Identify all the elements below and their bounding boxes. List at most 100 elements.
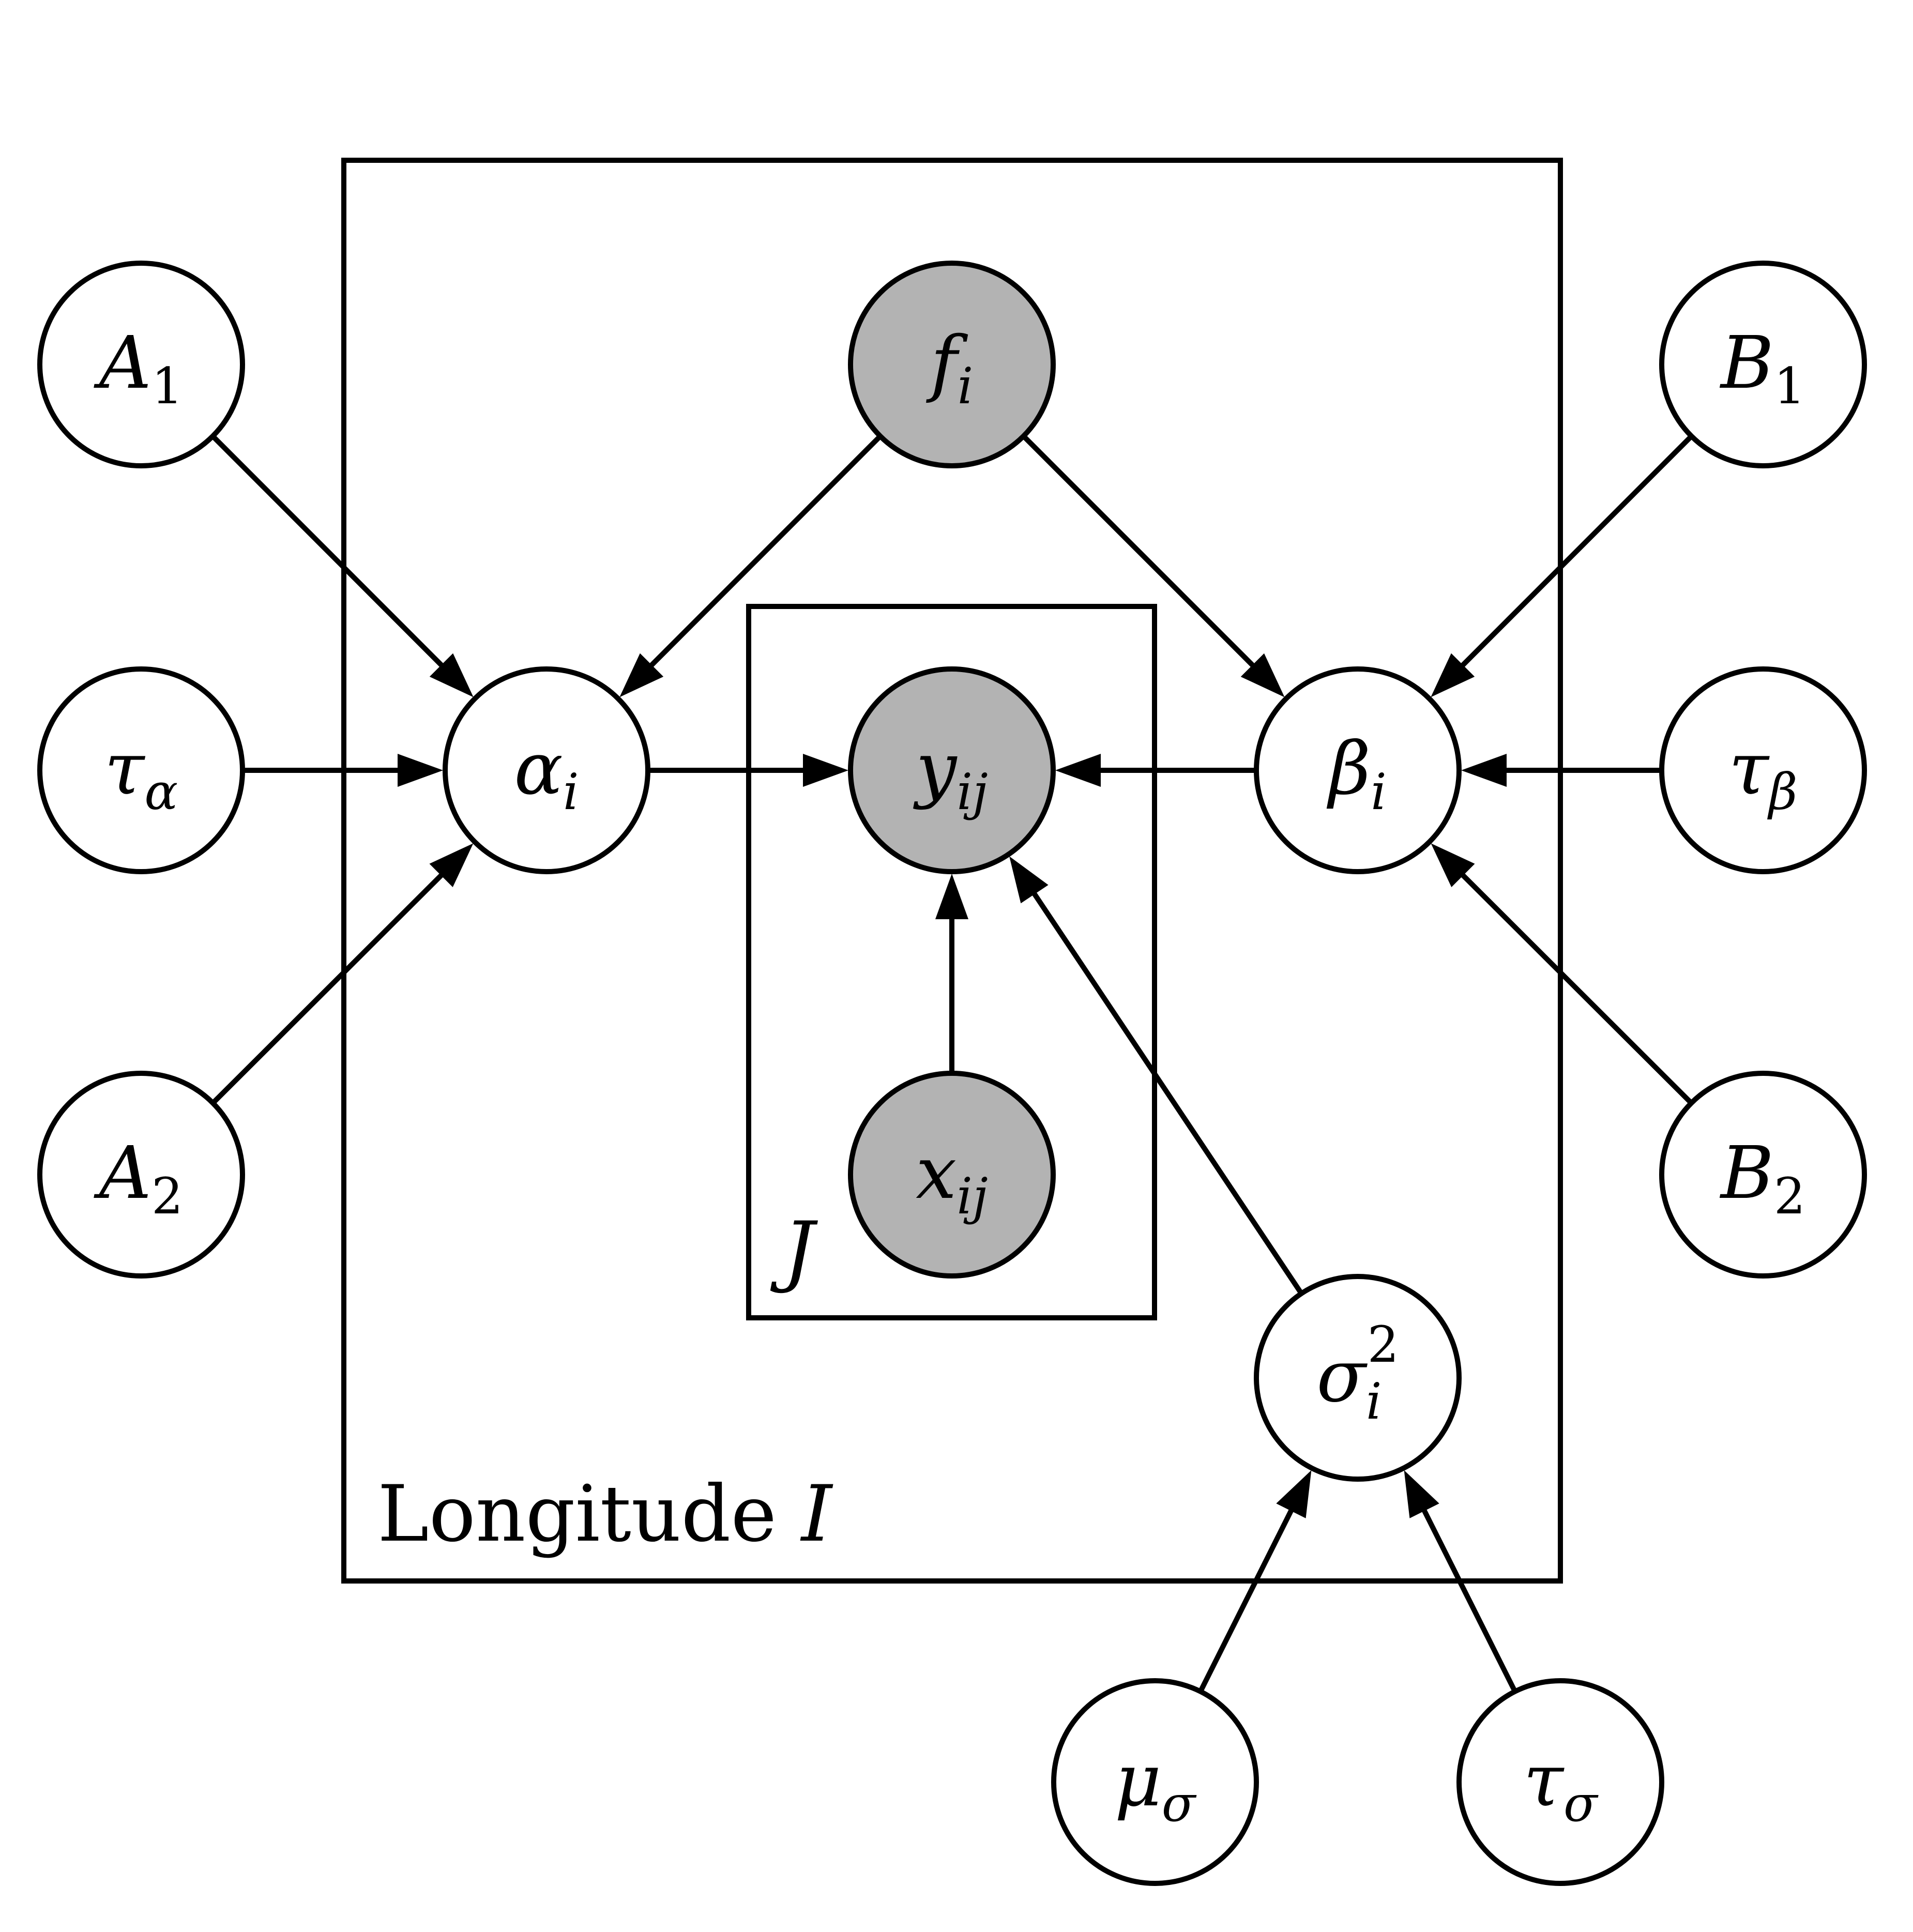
edge-x-to-y — [935, 874, 968, 1073]
arrowhead — [1461, 754, 1507, 787]
outer-plate-box — [341, 158, 1563, 1584]
node-label-sub: σ — [1162, 1775, 1197, 1833]
arrowhead — [1431, 843, 1475, 888]
node-label: τσ — [1524, 1739, 1599, 1833]
node-label-sub: i — [1366, 1373, 1382, 1431]
node-label-sub: i — [958, 357, 974, 415]
node-circle — [1254, 1274, 1462, 1482]
node-circle — [1254, 666, 1462, 874]
node-label-base: A — [94, 1131, 151, 1215]
arrowhead — [398, 754, 443, 787]
node-label-base: τ — [104, 727, 146, 811]
node-label-base: τ — [1729, 727, 1770, 811]
node-label-sub: 2 — [151, 1167, 183, 1225]
node-label-base: μ — [1115, 1739, 1162, 1823]
inner-plate-box — [746, 604, 1157, 1320]
node-label: τα — [104, 727, 178, 821]
edge-f-to-alpha — [619, 434, 883, 697]
node-circle — [1051, 1678, 1259, 1886]
node-circle — [1659, 666, 1867, 874]
node-circle — [37, 1071, 245, 1279]
node-label: B1 — [1719, 321, 1805, 415]
edge-f-to-beta — [1022, 434, 1285, 697]
node-circle — [443, 666, 650, 874]
edge-line — [1022, 434, 1258, 671]
node-label-sub: ij — [957, 1167, 988, 1225]
node-label: yij — [913, 727, 988, 821]
edge-line — [211, 870, 447, 1105]
node-label-base: y — [913, 727, 958, 811]
node-label-base: α — [514, 727, 563, 811]
node-beta: βi — [1254, 666, 1462, 874]
node-label: A1 — [94, 321, 183, 415]
arrowhead — [619, 653, 664, 697]
node-label-base: τ — [1524, 1739, 1565, 1823]
edge-tau-a-to-alpha — [242, 754, 443, 787]
arrowhead — [1240, 653, 1285, 697]
node-label: αi — [514, 727, 579, 821]
node-label: σi2 — [1316, 1316, 1399, 1431]
edge-B2-to-beta — [1431, 843, 1693, 1105]
arrowhead — [935, 874, 968, 919]
node-label-sub: 1 — [151, 357, 183, 415]
node-y: yij — [848, 666, 1056, 874]
edge-line — [1420, 1505, 1517, 1693]
edge-sigma2-to-y — [1009, 856, 1304, 1295]
edge-B1-to-beta — [1431, 434, 1694, 697]
node-circle — [1659, 1071, 1867, 1279]
edge-line — [1457, 870, 1693, 1105]
arrowhead — [1055, 754, 1101, 787]
node-label: B2 — [1719, 1131, 1805, 1225]
node-label: τβ — [1729, 727, 1798, 821]
node-B2: B2 — [1659, 1071, 1867, 1279]
node-label-sub: ij — [957, 763, 988, 821]
arrowhead — [803, 754, 848, 787]
node-f: fi — [848, 261, 1056, 468]
edge-line — [210, 434, 447, 671]
outer-plate-label: Longitude I — [377, 1469, 833, 1559]
edge-tau-b-to-beta — [1461, 754, 1662, 787]
node-label-sub: σ — [1563, 1775, 1599, 1833]
node-circle — [848, 261, 1056, 468]
edge-line — [1198, 1505, 1296, 1693]
node-label: βi — [1326, 727, 1387, 821]
node-mu-s: μσ — [1051, 1678, 1259, 1886]
node-label-base: x — [916, 1131, 957, 1215]
edge-tau-s-to-sigma2 — [1404, 1470, 1517, 1693]
node-label-base: A — [94, 321, 151, 405]
node-label-sub: β — [1767, 763, 1798, 821]
outer-plate-label-text: Longitude — [377, 1469, 801, 1559]
node-tau-a: τα — [37, 666, 245, 874]
node-sigma2: σi2 — [1254, 1274, 1462, 1482]
node-B1: B1 — [1659, 261, 1867, 468]
node-circle — [1659, 261, 1867, 468]
node-alpha: αi — [443, 666, 650, 874]
outer-plate: Longitude I — [341, 158, 1563, 1584]
node-label-base: B — [1719, 321, 1774, 405]
edge-beta-to-y — [1055, 754, 1256, 787]
edges — [210, 434, 1694, 1693]
arrowhead — [1431, 653, 1475, 697]
node-circle — [37, 261, 245, 468]
node-tau-s: τσ — [1456, 1678, 1664, 1886]
edge-line — [1457, 434, 1694, 671]
edge-line — [1029, 888, 1304, 1295]
edge-mu-s-to-sigma2 — [1198, 1470, 1312, 1693]
node-label-sup: 2 — [1368, 1316, 1399, 1374]
arrowhead — [429, 653, 474, 697]
arrowhead — [1276, 1470, 1312, 1518]
node-label: A2 — [94, 1131, 183, 1225]
node-x: xij — [848, 1071, 1056, 1279]
node-label-sub: α — [144, 763, 178, 821]
node-label-sub: 1 — [1774, 357, 1805, 415]
node-circle — [848, 666, 1056, 874]
node-label: xij — [916, 1131, 988, 1225]
node-A2: A2 — [37, 1071, 245, 1279]
node-label-base: σ — [1316, 1334, 1368, 1419]
outer-plate-label-var: I — [800, 1469, 833, 1559]
node-label-sub: i — [563, 763, 579, 821]
node-circle — [1456, 1678, 1664, 1886]
node-label: fi — [926, 321, 974, 415]
